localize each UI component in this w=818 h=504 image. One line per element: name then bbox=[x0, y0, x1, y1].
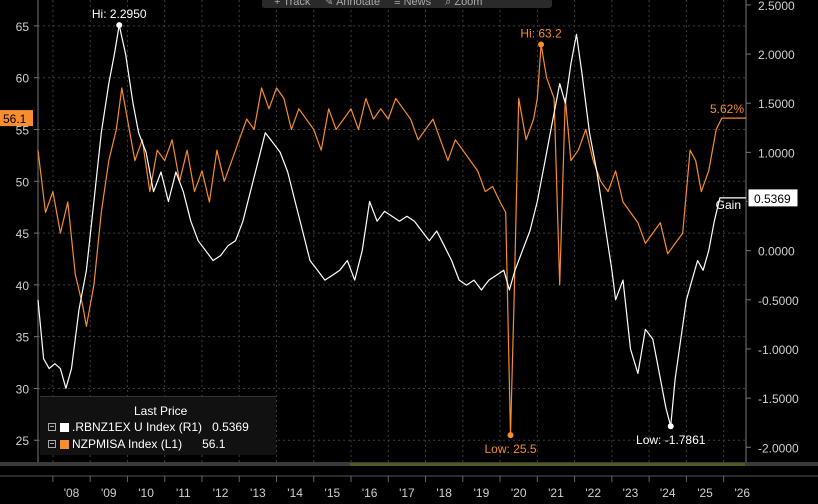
x-tick-label: '24 bbox=[660, 486, 676, 500]
plus-icon: + bbox=[274, 0, 281, 8]
left-tick-label: 65 bbox=[16, 20, 30, 34]
x-tick-label: '20 bbox=[511, 486, 527, 500]
hi-label-pmi: Hi: 63.2 bbox=[520, 27, 562, 41]
time-scroller-thumb bbox=[350, 463, 745, 466]
zoom-label: Zoom bbox=[454, 0, 483, 8]
annotate-button[interactable]: ✎ Annotate bbox=[324, 0, 381, 8]
zoom-button[interactable]: ⌕ Zoom bbox=[445, 0, 483, 8]
left-tick-label: 45 bbox=[16, 227, 30, 241]
hi-marker-pmi bbox=[538, 41, 545, 48]
last-price-tag-pmi-text: 56.1 bbox=[3, 112, 27, 126]
news-label: News bbox=[403, 0, 432, 8]
left-tick-label: 35 bbox=[16, 331, 30, 345]
x-tick-label: '23 bbox=[623, 486, 639, 500]
legend-box: Last Price .RBNZ1EX U Index (R1) 0.5369 … bbox=[40, 396, 276, 455]
legend-series-name: NZPMISA Index bbox=[72, 437, 158, 451]
hi-marker-rbnz bbox=[116, 22, 123, 29]
series-line-rbnz1ex bbox=[37, 24, 746, 427]
expand-toggle-icon[interactable] bbox=[48, 440, 56, 448]
right-tick-label: -0.5000 bbox=[758, 294, 799, 308]
x-tick-label: '22 bbox=[585, 486, 601, 500]
x-tick-label: '18 bbox=[436, 486, 452, 500]
chart-toolbar: + Track ✎ Annotate ≡ News ⌕ Zoom bbox=[262, 0, 552, 8]
legend-series-axis: (R1) bbox=[178, 420, 203, 434]
x-tick-label: '19 bbox=[474, 486, 490, 500]
left-tick-label: 50 bbox=[16, 175, 30, 189]
news-button[interactable]: ≡ News bbox=[394, 0, 432, 8]
track-label: Track bbox=[283, 0, 311, 8]
x-tick-label: '10 bbox=[138, 486, 154, 500]
left-tick-label: 40 bbox=[16, 279, 30, 293]
track-button[interactable]: + Track bbox=[274, 0, 311, 8]
annotate-label: Annotate bbox=[336, 0, 381, 8]
right-tick-label: -2.0000 bbox=[758, 441, 799, 455]
x-tick-label: '17 bbox=[399, 486, 415, 500]
pencil-icon: ✎ bbox=[324, 0, 334, 8]
hi-label-rbnz: Hi: 2.2950 bbox=[92, 7, 147, 21]
right-tick-label: -1.0000 bbox=[758, 343, 799, 357]
x-tick-label: '15 bbox=[325, 486, 341, 500]
right-tick-label: -1.5000 bbox=[758, 392, 799, 406]
right-tick-label: 2.5000 bbox=[758, 0, 795, 13]
legend-series-value: 56.1 bbox=[202, 437, 226, 451]
x-tick-label: '09 bbox=[101, 486, 117, 500]
x-tick-label: '12 bbox=[213, 486, 229, 500]
x-tick-label: '13 bbox=[250, 486, 266, 500]
left-tick-label: 30 bbox=[16, 382, 30, 396]
x-tick-label: '14 bbox=[287, 486, 303, 500]
expand-toggle-icon[interactable] bbox=[48, 423, 56, 431]
low-marker-rbnz bbox=[667, 423, 674, 430]
x-tick-label: '11 bbox=[176, 486, 191, 500]
change-label-pmi: 5.62% bbox=[710, 102, 744, 116]
last-price-tag-rbnz bbox=[747, 188, 799, 208]
menu-icon: ≡ bbox=[394, 0, 401, 8]
legend-series-value: 0.5369 bbox=[212, 420, 249, 434]
right-tick-label: 0.0000 bbox=[758, 245, 795, 259]
x-tick-label: '26 bbox=[734, 486, 750, 500]
legend-row-pmi[interactable]: NZPMISA Index (L1) 56.1 bbox=[48, 437, 225, 451]
low-label-rbnz: Low: -1.7861 bbox=[636, 433, 706, 447]
series-swatch-orange bbox=[60, 439, 69, 449]
right-tick-label: 1.5000 bbox=[758, 97, 795, 111]
x-tick-label: '25 bbox=[697, 486, 713, 500]
legend-row-rbnz[interactable]: .RBNZ1EX U Index (R1) 0.5369 bbox=[48, 420, 249, 434]
low-label-pmi: Low: 25.5 bbox=[484, 442, 536, 456]
left-tick-label: 60 bbox=[16, 72, 30, 86]
last-price-tag-pmi bbox=[0, 110, 33, 127]
x-tick-label: '08 bbox=[64, 486, 80, 500]
left-tick-label: 55 bbox=[16, 123, 30, 137]
legend-series-name: .RBNZ1EX U Index bbox=[72, 420, 176, 434]
right-tick-label: 2.0000 bbox=[758, 48, 795, 62]
x-tick-label: '16 bbox=[362, 486, 378, 500]
magnifier-icon: ⌕ bbox=[445, 0, 452, 8]
series-swatch-white bbox=[60, 422, 69, 432]
legend-title: Last Price bbox=[134, 404, 188, 418]
last-price-tag-rbnz-text: 0.5369 bbox=[754, 192, 791, 206]
left-tick-label: 25 bbox=[16, 434, 30, 448]
gain-label-rbnz: Gain bbox=[716, 198, 741, 212]
legend-series-axis: (L1) bbox=[160, 437, 183, 451]
right-tick-label: 1.0000 bbox=[758, 146, 795, 160]
x-tick-label: '21 bbox=[548, 486, 564, 500]
low-marker-pmi bbox=[507, 432, 514, 439]
series-line-nzpmisa bbox=[37, 43, 746, 436]
